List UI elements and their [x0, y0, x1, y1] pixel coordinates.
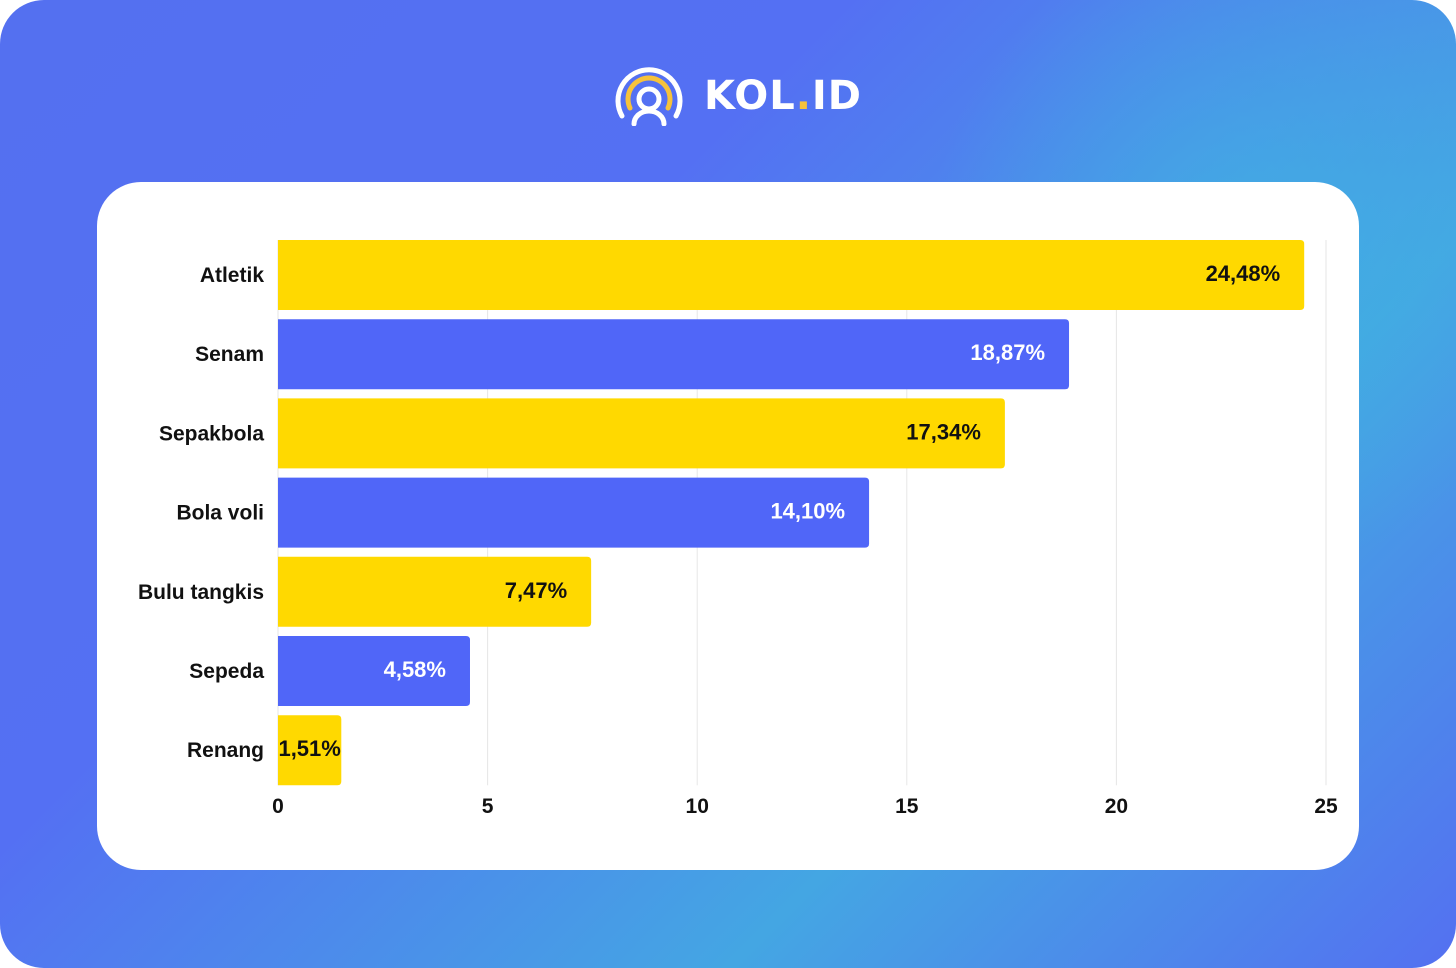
- x-tick-label: 20: [1105, 795, 1128, 818]
- bar: [278, 240, 1305, 310]
- bar: [278, 556, 592, 627]
- category-label: Senam: [195, 343, 264, 366]
- value-label: 24,48%: [1206, 261, 1281, 286]
- x-tick-label: 15: [895, 795, 919, 818]
- category-label: Sepeda: [189, 660, 264, 683]
- x-tick-label: 25: [1314, 795, 1338, 818]
- brand-dot: .: [795, 73, 812, 119]
- broadcast-person-icon: [615, 67, 683, 126]
- bar: [278, 319, 1070, 390]
- value-label: 1,51%: [278, 736, 340, 761]
- brand-wordmark: KOL.ID: [704, 66, 862, 126]
- bar: [278, 715, 342, 786]
- value-label: 7,47%: [505, 578, 567, 603]
- brand-name: KOL: [704, 73, 796, 119]
- category-label: Sepakbola: [159, 422, 264, 445]
- x-tick-label: 5: [482, 795, 494, 818]
- bar: [278, 477, 870, 548]
- brand-logo: KOL.ID: [614, 66, 862, 126]
- value-label: 17,34%: [906, 419, 981, 444]
- x-tick-label: 10: [686, 795, 709, 818]
- value-label: 4,58%: [384, 657, 446, 682]
- brand-suffix: ID: [811, 73, 862, 119]
- category-label: Bulu tangkis: [138, 581, 264, 604]
- category-label: Bola voli: [176, 502, 264, 525]
- bar-chart: Atletik 24,48% Senam 18,87% Sepakbola 17,34% B…: [138, 240, 1338, 818]
- value-label: 18,87%: [970, 340, 1045, 365]
- value-label: 14,10%: [770, 499, 845, 524]
- chart-card: Atletik 24,48% Senam 18,87% Sepakbola 17,34% B…: [97, 182, 1359, 870]
- bar: [278, 398, 1005, 469]
- category-label: Atletik: [200, 264, 265, 287]
- category-label: Renang: [187, 739, 264, 762]
- bar: [278, 636, 470, 706]
- x-tick-label: 0: [272, 795, 284, 818]
